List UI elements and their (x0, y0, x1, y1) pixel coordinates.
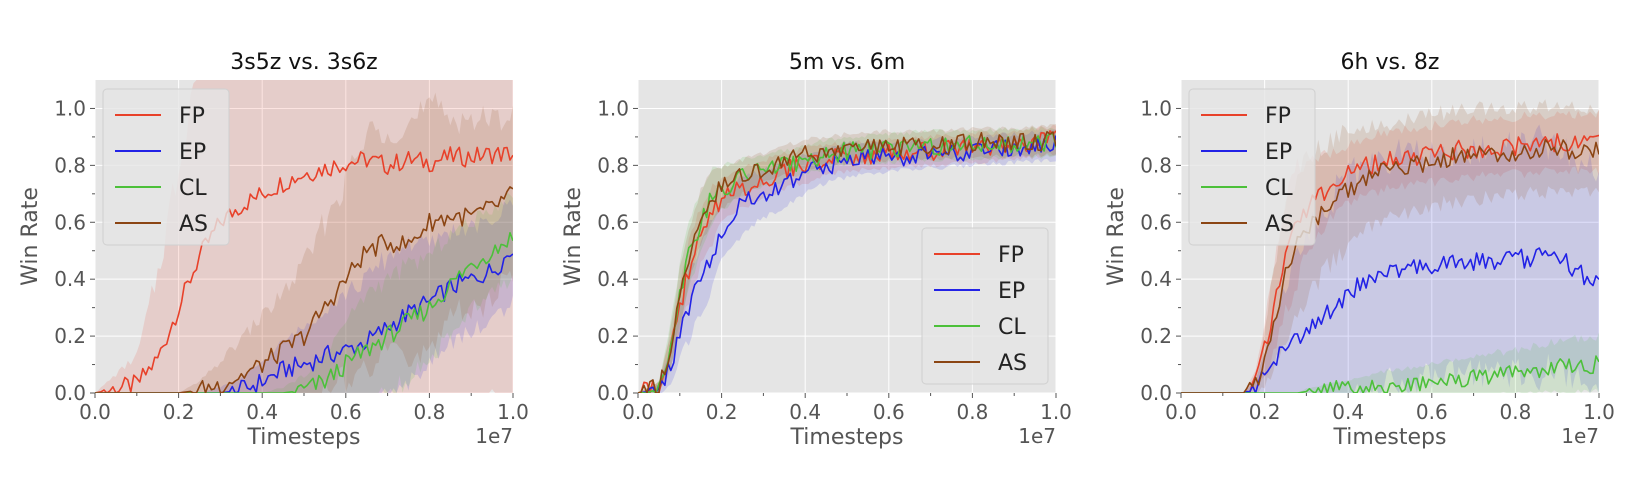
x-tick-label: 0.0 (79, 400, 111, 424)
band-as (638, 124, 1056, 393)
x-axis-label: Timesteps (790, 425, 904, 450)
legend-box (102, 88, 230, 246)
y-tick-label: 0.4 (54, 267, 86, 291)
series-group (1181, 99, 1599, 393)
y-tick-label: 0.0 (1140, 381, 1172, 405)
legend-label: AS (998, 351, 1027, 376)
legend-label: EP (998, 279, 1025, 304)
legend-label: AS (179, 212, 208, 237)
y-tick-label: 0.8 (54, 153, 86, 177)
chart-title: 3s5z vs. 3s6z (230, 50, 377, 75)
x-tick-label: 0.0 (1165, 400, 1197, 424)
y-axis-label: Win Rate (18, 187, 43, 286)
legend-label: AS (1265, 212, 1294, 237)
legend-box (921, 227, 1049, 385)
band-as (95, 92, 513, 393)
legend-label: EP (1265, 140, 1292, 165)
x-offset-label: 1e7 (1561, 424, 1599, 448)
y-tick-label: 0.2 (54, 324, 86, 348)
x-tick-label: 0.8 (956, 400, 988, 424)
legend-box (1188, 88, 1316, 246)
x-tick-label: 0.4 (246, 400, 278, 424)
y-tick-label: 0.0 (54, 381, 86, 405)
series-line-as (1181, 139, 1599, 393)
y-axis-label: Win Rate (561, 187, 586, 286)
legend-label: FP (998, 243, 1024, 268)
series-line-cl (1181, 355, 1599, 393)
y-tick-label: 0.0 (597, 381, 629, 405)
x-tick-label: 0.4 (789, 400, 821, 424)
band-ep (638, 129, 1056, 393)
series-line-ep (1181, 247, 1599, 393)
band-ep (95, 199, 513, 393)
x-tick-label: 1.0 (1040, 400, 1072, 424)
x-tick-label: 0.6 (1416, 400, 1448, 424)
series-line-ep (638, 135, 1056, 393)
chart-panel-2: 0.0 0.2 0.4 0.6 0.8 1.0 0.0 0.2 0.4 0.6 0.8 1.0 5m v… (561, 50, 1072, 450)
x-tick-label: 0.6 (873, 400, 905, 424)
y-tick-label: 0.6 (597, 210, 629, 234)
band-cl (1181, 332, 1599, 393)
x-tick-label: 0.2 (1249, 400, 1281, 424)
band-cl (95, 192, 513, 393)
band-fp (638, 124, 1056, 393)
chart-panel-1: 0.0 0.2 0.4 0.6 0.8 1.0 0.0 0.2 0.4 0.6 0.8 1.0 3s5z… (18, 50, 529, 450)
x-tick-label: 0.8 (1499, 400, 1531, 424)
y-tick-label: 0.6 (54, 210, 86, 234)
legend-label: CL (179, 176, 207, 201)
y-tick-label: 0.6 (1140, 210, 1172, 234)
band-as (1181, 99, 1599, 393)
series-line-fp (95, 146, 513, 393)
x-tick-label: 0.0 (622, 400, 654, 424)
y-tick-label: 1.0 (1140, 96, 1172, 120)
x-tick-label: 0.2 (706, 400, 738, 424)
x-tick-label: 0.4 (1332, 400, 1364, 424)
x-axis-label: Timesteps (247, 425, 361, 450)
x-tick-label: 1.0 (1583, 400, 1615, 424)
x-tick-label: 0.2 (163, 400, 195, 424)
series-group (638, 124, 1056, 393)
chart-title: 6h vs. 8z (1341, 50, 1440, 75)
x-tick-label: 0.8 (413, 400, 445, 424)
y-tick-label: 0.4 (597, 267, 629, 291)
legend-label: EP (179, 140, 206, 165)
chart-title: 5m vs. 6m (789, 50, 905, 75)
legend: FP EP CL AS (921, 227, 1049, 385)
series-line-as (95, 186, 513, 393)
legend-label: CL (1265, 176, 1293, 201)
legend: FP EP CL AS (1188, 88, 1316, 246)
series-line-cl (95, 232, 513, 393)
x-offset-label: 1e7 (475, 424, 513, 448)
band-cl (638, 126, 1056, 393)
y-tick-label: 1.0 (597, 96, 629, 120)
chart-panel-3: 0.0 0.2 0.4 0.6 0.8 1.0 0.0 0.2 0.4 0.6 0.8 1.0 6h v… (1104, 50, 1615, 450)
x-tick-label: 1.0 (497, 400, 529, 424)
y-tick-label: 0.8 (597, 153, 629, 177)
x-axis-label: Timesteps (1333, 425, 1447, 450)
series-line-ep (95, 253, 513, 393)
y-tick-label: 0.2 (1140, 324, 1172, 348)
series-line-fp (638, 130, 1056, 393)
x-tick-label: 0.6 (330, 400, 362, 424)
band-ep (1181, 124, 1599, 393)
series-line-as (638, 131, 1056, 393)
y-axis-label: Win Rate (1104, 187, 1129, 286)
y-tick-label: 0.4 (1140, 267, 1172, 291)
legend-label: FP (1265, 104, 1291, 129)
legend-label: FP (179, 104, 205, 129)
y-tick-label: 1.0 (54, 96, 86, 120)
legend: FP EP CL AS (102, 88, 230, 246)
legend-label: CL (998, 315, 1026, 340)
x-offset-label: 1e7 (1018, 424, 1056, 448)
y-tick-label: 0.2 (597, 324, 629, 348)
y-tick-label: 0.8 (1140, 153, 1172, 177)
